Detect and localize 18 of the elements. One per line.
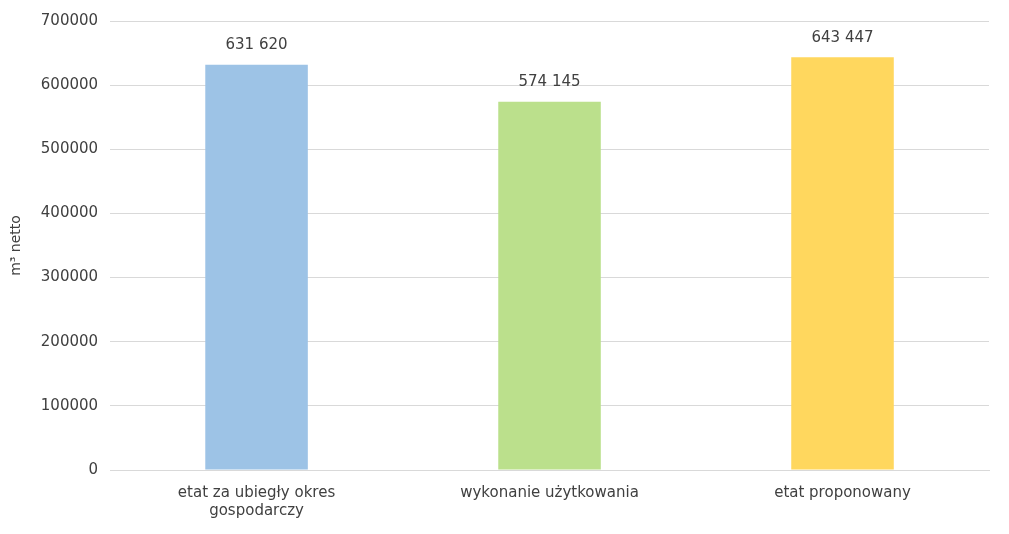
y-tick-label: 0 [88,459,99,478]
x-tick-label: etat za ubiegły okres gospodarczy [177,482,336,519]
y-tick-label: 500000 [40,139,99,158]
y-tick-label: 100000 [40,395,99,414]
y-tick-label: 400000 [40,203,99,222]
y-tick-label: 200000 [40,331,99,350]
y-tick-label: 600000 [40,75,99,94]
bar [791,57,894,470]
data-label: 643 447 [811,27,874,46]
x-tick-label: etat proponowany [774,482,911,501]
data-label: 574 145 [518,72,581,91]
y-tick-label: 700000 [40,10,99,29]
y-axis-title: m³ netto [7,215,24,276]
y-tick-label: 300000 [40,267,99,286]
x-tick-label: wykonanie użytkowania [460,482,639,501]
bar [205,64,308,470]
data-label: 631 620 [225,35,288,54]
bar [498,101,601,470]
